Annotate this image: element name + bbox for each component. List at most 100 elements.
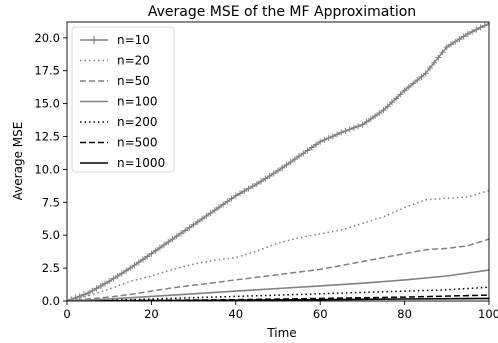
series-marker-n-10 xyxy=(384,103,391,110)
y-tick-label: 0.0 xyxy=(42,294,60,308)
series-marker-n-10 xyxy=(131,262,138,269)
series-marker-n-10 xyxy=(393,95,400,102)
series-marker-n-10 xyxy=(422,70,429,77)
x-tick-label: 20 xyxy=(144,307,159,321)
legend-label-n-100: n=100 xyxy=(117,95,158,109)
series-marker-n-10 xyxy=(469,28,476,35)
series-marker-n-10 xyxy=(464,30,471,37)
series-marker-n-10 xyxy=(148,250,155,257)
legend-label-n-200: n=200 xyxy=(117,115,158,129)
series-marker-n-10 xyxy=(106,278,113,285)
series-marker-n-10 xyxy=(127,265,134,272)
legend-label-n-50: n=50 xyxy=(117,74,150,88)
series-marker-n-10 xyxy=(372,112,379,119)
series-marker-n-10 xyxy=(287,159,294,166)
series-marker-n-10 xyxy=(367,115,374,122)
series-marker-n-10 xyxy=(338,129,345,136)
series-marker-n-10 xyxy=(194,218,201,225)
series-marker-n-10 xyxy=(76,293,83,300)
series-marker-n-10 xyxy=(85,290,92,297)
y-axis-title: Average MSE xyxy=(11,122,25,201)
series-marker-n-10 xyxy=(435,54,442,61)
series-marker-n-10 xyxy=(114,272,121,279)
y-tick-label: 15.0 xyxy=(34,97,60,111)
x-tick-label: 100 xyxy=(478,307,498,321)
series-marker-n-10 xyxy=(262,175,269,182)
series-marker-n-10 xyxy=(211,207,218,214)
series-line-n-50 xyxy=(67,238,489,301)
y-tick-label: 10.0 xyxy=(34,162,60,176)
legend-label-n-10: n=10 xyxy=(117,33,150,47)
ticks-layer: 0 20 40 60 80 100 0.0 2.5 5.0 7.5 10.0 12.5 15.0 17.5… xyxy=(34,31,498,321)
series-marker-n-10 xyxy=(418,73,425,80)
legend-marker-n-10 xyxy=(90,36,98,44)
series-marker-n-10 xyxy=(186,224,193,231)
series-marker-n-10 xyxy=(182,227,189,234)
series-line-n-500 xyxy=(67,294,489,301)
series-layer xyxy=(67,22,489,301)
series-marker-n-10 xyxy=(410,80,417,87)
series-marker-n-10 xyxy=(283,161,290,168)
series-marker-n-10 xyxy=(89,287,96,294)
series-marker-n-10 xyxy=(329,133,336,140)
series-marker-n-10 xyxy=(253,180,260,187)
x-tick-label: 80 xyxy=(397,307,412,321)
y-tick-label: 7.5 xyxy=(42,195,60,209)
series-marker-n-10 xyxy=(376,110,383,117)
series-marker-n-10 xyxy=(152,247,159,254)
series-marker-n-10 xyxy=(304,147,311,154)
series-marker-n-10 xyxy=(321,136,328,143)
series-marker-n-10 xyxy=(97,282,104,289)
series-marker-n-10 xyxy=(359,121,366,128)
x-axis-title: Time xyxy=(266,326,296,340)
series-marker-n-10 xyxy=(199,215,206,222)
legend-box xyxy=(71,26,175,173)
series-marker-n-10 xyxy=(439,49,446,56)
series-marker-n-10 xyxy=(93,285,100,292)
series-marker-n-10 xyxy=(101,280,108,287)
series-marker-n-10 xyxy=(270,170,277,177)
series-marker-n-10 xyxy=(123,267,130,274)
series-marker-n-10 xyxy=(165,239,172,246)
series-marker-n-10 xyxy=(431,59,438,66)
series-marker-n-10 xyxy=(481,22,488,29)
series-marker-n-10 xyxy=(258,178,265,185)
y-tick-label: 12.5 xyxy=(34,129,60,143)
series-marker-n-10 xyxy=(279,164,286,171)
series-marker-n-10 xyxy=(207,210,214,217)
series-marker-n-10 xyxy=(363,118,370,125)
legend: n=10 n=20 n=50 n=100 n=200 n=500 n=1000 xyxy=(71,26,175,173)
series-marker-n-10 xyxy=(224,198,231,205)
series-marker-n-10 xyxy=(380,107,387,114)
x-tick-label: 0 xyxy=(63,307,70,321)
series-marker-n-10 xyxy=(135,259,142,266)
y-tick-label: 20.0 xyxy=(34,31,60,45)
series-marker-n-10 xyxy=(245,185,252,192)
plot-frame xyxy=(66,21,490,302)
series-marker-n-10 xyxy=(401,87,408,94)
series-marker-n-10 xyxy=(169,236,176,243)
series-marker-n-10 xyxy=(296,153,303,160)
series-marker-n-10 xyxy=(405,84,412,91)
series-marker-n-10 xyxy=(203,212,210,219)
y-tick-label: 17.5 xyxy=(34,64,60,78)
series-line-n-100 xyxy=(67,269,489,301)
series-marker-n-10 xyxy=(139,256,146,263)
series-marker-n-10 xyxy=(334,131,341,138)
series-marker-n-10 xyxy=(426,65,433,72)
legend-label-n-500: n=500 xyxy=(117,136,158,150)
series-marker-n-10 xyxy=(266,172,273,179)
series-marker-n-10 xyxy=(80,291,87,298)
chart-title: Average MSE of the MF Approximation xyxy=(148,4,416,20)
series-marker-n-10 xyxy=(397,91,404,98)
series-marker-n-10 xyxy=(477,24,484,31)
series-marker-n-10 xyxy=(473,26,480,33)
y-tick-label: 2.5 xyxy=(42,261,60,275)
series-marker-n-10 xyxy=(215,204,222,211)
series-marker-n-10 xyxy=(346,126,353,133)
series-marker-n-10 xyxy=(156,244,163,251)
series-marker-n-10 xyxy=(190,221,197,228)
series-marker-n-10 xyxy=(300,150,307,157)
series-marker-n-10 xyxy=(456,36,463,43)
series-marker-n-10 xyxy=(452,38,459,45)
